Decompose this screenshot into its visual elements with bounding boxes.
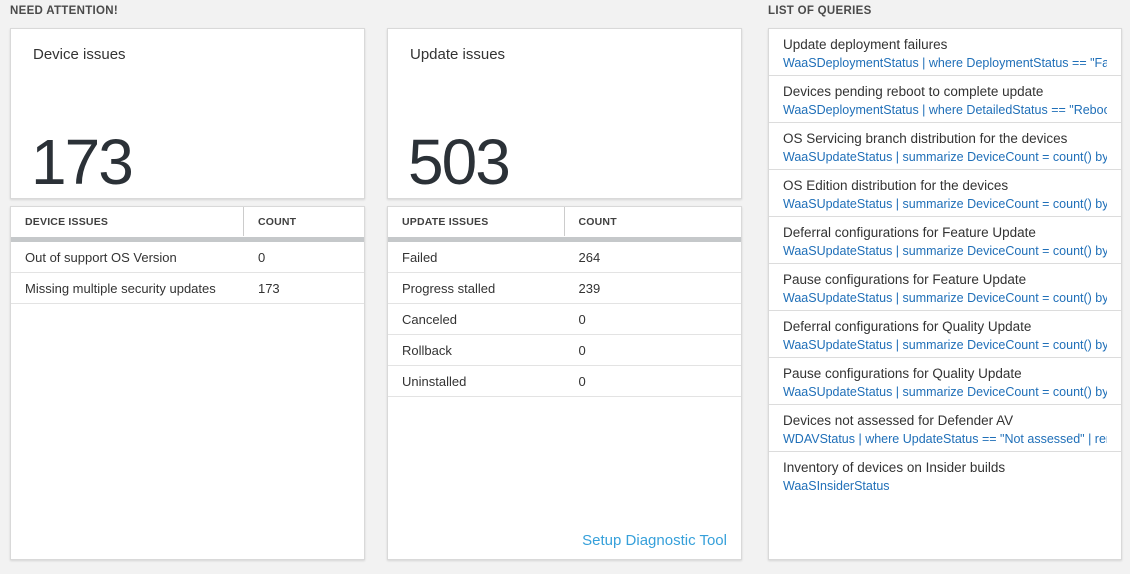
query-title: Deferral configurations for Quality Upda… bbox=[783, 319, 1032, 334]
update-issues-title: Update issues bbox=[410, 46, 506, 63]
issue-name: Rollback bbox=[402, 342, 452, 358]
query-title: Devices pending reboot to complete updat… bbox=[783, 84, 1044, 99]
query-item[interactable]: Inventory of devices on Insider builds W… bbox=[769, 452, 1121, 499]
column-header-device-issues: DEVICE ISSUES bbox=[11, 207, 244, 236]
issue-name: Progress stalled bbox=[402, 280, 496, 296]
column-header-count: COUNT bbox=[257, 215, 297, 228]
table-row[interactable]: Canceled 0 bbox=[388, 304, 741, 335]
table-row[interactable]: Rollback 0 bbox=[388, 335, 741, 366]
query-item[interactable]: Devices not assessed for Defender AV WDA… bbox=[769, 405, 1121, 452]
issue-count: 0 bbox=[578, 373, 586, 389]
issue-name: Failed bbox=[402, 249, 438, 265]
section-header-list-of-queries: LIST OF QUERIES bbox=[768, 5, 872, 17]
query-item[interactable]: OS Servicing branch distribution for the… bbox=[769, 123, 1121, 170]
device-issues-count: 173 bbox=[31, 125, 134, 198]
list-of-queries-panel: Update deployment failures WaaSDeploymen… bbox=[768, 28, 1122, 560]
table-row[interactable]: Progress stalled 239 bbox=[388, 273, 741, 304]
query-item[interactable]: Update deployment failures WaaSDeploymen… bbox=[769, 29, 1121, 76]
issue-count: 0 bbox=[257, 249, 266, 265]
device-issues-title: Device issues bbox=[33, 46, 126, 63]
device-issues-table-header: DEVICE ISSUES COUNT bbox=[11, 207, 364, 236]
query-code-link[interactable]: WaaSDeploymentStatus | where DeploymentS… bbox=[783, 56, 1107, 70]
query-code-link[interactable]: WaaSUpdateStatus | summarize DeviceCount… bbox=[783, 291, 1107, 305]
query-title: Deferral configurations for Feature Upda… bbox=[783, 225, 1036, 240]
query-title: Pause configurations for Feature Update bbox=[783, 272, 1027, 287]
issue-name: Uninstalled bbox=[402, 373, 467, 389]
issue-name: Missing multiple security updates bbox=[25, 280, 216, 296]
query-code-link[interactable]: WDAVStatus | where UpdateStatus == "Not … bbox=[783, 432, 1107, 446]
query-item[interactable]: OS Edition distribution for the devices … bbox=[769, 170, 1121, 217]
issue-count: 173 bbox=[257, 280, 280, 296]
query-code-link[interactable]: WaaSUpdateStatus | summarize DeviceCount… bbox=[783, 244, 1107, 258]
column-header-count: COUNT bbox=[578, 215, 617, 228]
column-header-update-issues: UPDATE ISSUES bbox=[388, 207, 565, 236]
query-item[interactable]: Deferral configurations for Feature Upda… bbox=[769, 217, 1121, 264]
issue-count: 0 bbox=[578, 311, 586, 327]
update-issues-table: UPDATE ISSUES COUNT Failed 264 Progress … bbox=[387, 206, 742, 560]
query-code-link[interactable]: WaaSUpdateStatus | summarize DeviceCount… bbox=[783, 197, 1107, 211]
update-issues-count: 503 bbox=[408, 125, 511, 198]
query-item[interactable]: Deferral configurations for Quality Upda… bbox=[769, 311, 1121, 358]
table-header-divider bbox=[388, 237, 741, 242]
device-issues-tile[interactable]: Device issues 173 bbox=[10, 28, 365, 199]
issue-count: 0 bbox=[578, 342, 586, 358]
issue-name: Out of support OS Version bbox=[25, 249, 177, 265]
issue-count: 239 bbox=[578, 280, 601, 296]
issue-name: Canceled bbox=[402, 311, 457, 327]
query-item[interactable]: Pause configurations for Quality Update … bbox=[769, 358, 1121, 405]
query-title: Inventory of devices on Insider builds bbox=[783, 460, 1006, 475]
table-row[interactable]: Out of support OS Version 0 bbox=[11, 242, 364, 273]
query-title: Devices not assessed for Defender AV bbox=[783, 413, 1014, 428]
query-title: Pause configurations for Quality Update bbox=[783, 366, 1022, 381]
table-header-divider bbox=[11, 237, 364, 242]
table-row[interactable]: Uninstalled 0 bbox=[388, 366, 741, 397]
update-issues-table-header: UPDATE ISSUES COUNT bbox=[388, 207, 741, 236]
query-item[interactable]: Devices pending reboot to complete updat… bbox=[769, 76, 1121, 123]
query-item[interactable]: Pause configurations for Feature Update … bbox=[769, 264, 1121, 311]
query-title: Update deployment failures bbox=[783, 37, 948, 52]
query-title: OS Servicing branch distribution for the… bbox=[783, 131, 1068, 146]
query-code-link[interactable]: WaaSDeploymentStatus | where DetailedSta… bbox=[783, 103, 1107, 117]
device-issues-table: DEVICE ISSUES COUNT Out of support OS Ve… bbox=[10, 206, 365, 560]
query-code-link[interactable]: WaaSInsiderStatus bbox=[783, 479, 890, 493]
query-code-link[interactable]: WaaSUpdateStatus | summarize DeviceCount… bbox=[783, 150, 1107, 164]
table-row[interactable]: Missing multiple security updates 173 bbox=[11, 273, 364, 304]
issue-count: 264 bbox=[578, 249, 601, 265]
table-row[interactable]: Failed 264 bbox=[388, 242, 741, 273]
update-issues-tile[interactable]: Update issues 503 bbox=[387, 28, 742, 199]
query-code-link[interactable]: WaaSUpdateStatus | summarize DeviceCount… bbox=[783, 385, 1107, 399]
query-title: OS Edition distribution for the devices bbox=[783, 178, 1009, 193]
section-header-need-attention: NEED ATTENTION! bbox=[10, 5, 118, 17]
query-code-link[interactable]: WaaSUpdateStatus | summarize DeviceCount… bbox=[783, 338, 1107, 352]
setup-diagnostic-tool-link[interactable]: Setup Diagnostic Tool bbox=[582, 532, 727, 549]
